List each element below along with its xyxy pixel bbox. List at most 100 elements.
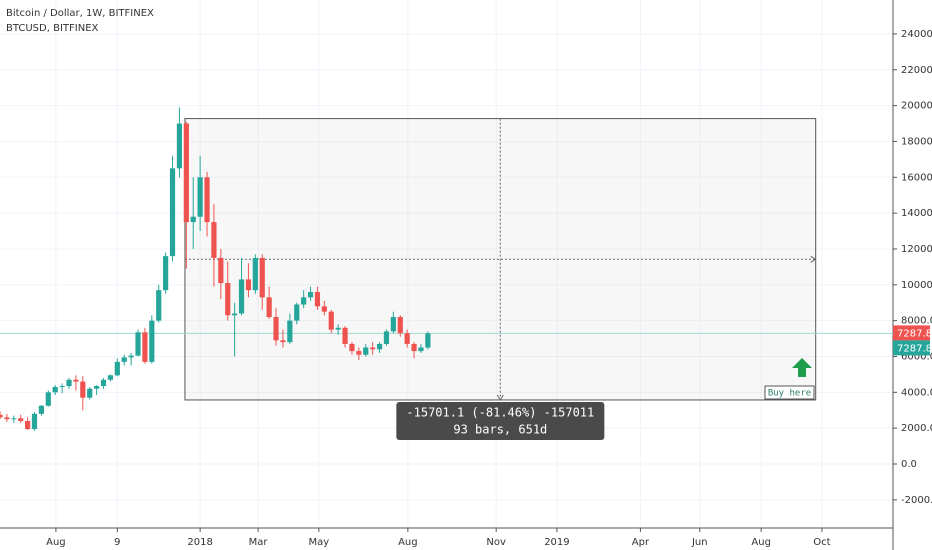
- candle-body: [301, 297, 307, 305]
- candle-body: [45, 392, 51, 406]
- candle-body: [80, 381, 86, 398]
- annotation-box: [764, 385, 815, 400]
- x-tick-label: May: [308, 537, 329, 548]
- measure-label: 93 bars, 651d: [453, 422, 547, 436]
- x-tick-label: Aug: [46, 537, 66, 548]
- x-tick-label: 9: [114, 537, 120, 548]
- price-label: 7287.8: [897, 343, 932, 354]
- y-tick-label: -2000.0: [901, 495, 932, 506]
- candle-body: [259, 257, 265, 298]
- x-tick-label: 2018: [187, 537, 212, 548]
- y-tick-label: 16000.0: [901, 172, 932, 183]
- candle-body: [321, 306, 327, 312]
- candle-body: [204, 177, 210, 223]
- candle-body: [363, 347, 369, 355]
- candle-body: [73, 379, 79, 382]
- measure-label: -15701.1 (-81.46%) -157011: [406, 405, 594, 419]
- candle-body: [390, 317, 396, 332]
- candle-body: [66, 379, 72, 387]
- y-tick-label: 6000.0: [901, 351, 932, 362]
- candle-body: [349, 343, 355, 352]
- candle-body: [176, 123, 183, 169]
- candle-body: [18, 418, 24, 421]
- candle-body: [411, 343, 417, 352]
- candle-body: [335, 327, 341, 330]
- candle-body: [404, 333, 410, 344]
- y-tick-label: 4000.0: [901, 387, 932, 398]
- annotation: Buy here: [768, 389, 811, 399]
- candle-body: [87, 388, 93, 398]
- candle-body: [287, 320, 293, 343]
- candle-body: [356, 351, 362, 355]
- buy-arrow: [792, 358, 812, 377]
- candle-body: [121, 357, 127, 362]
- x-tick-label: Jun: [691, 537, 708, 548]
- candle-body: [273, 317, 279, 341]
- y-tick-label: 14000.0: [901, 208, 932, 219]
- x-tick-label: Aug: [398, 537, 418, 548]
- x-tick-label: Aug: [751, 537, 771, 548]
- price-label-box: [893, 340, 930, 356]
- candle-body: [163, 256, 169, 291]
- candle-body: [225, 283, 231, 316]
- candle-body: [342, 327, 348, 344]
- y-tick-label: 22000.0: [901, 65, 932, 76]
- candle-body: [314, 291, 321, 307]
- price-label-box: [893, 325, 930, 341]
- x-tick-label: Apr: [632, 537, 650, 548]
- candle-body: [107, 375, 114, 380]
- candle-body: [52, 386, 58, 393]
- candle-body: [114, 361, 120, 376]
- x-tick-label: Mar: [249, 537, 269, 548]
- y-tick-label: 12000.0: [901, 244, 932, 255]
- candle-body: [4, 417, 10, 420]
- measure-label-box: [396, 401, 605, 440]
- candle-body: [218, 257, 224, 284]
- candle-body: [280, 340, 286, 343]
- candle-body: [59, 386, 65, 388]
- x-tick-label: Oct: [813, 537, 830, 548]
- y-tick-label: 20000.0: [901, 101, 932, 112]
- candle-body: [266, 297, 272, 318]
- candle-body: [252, 257, 258, 291]
- candle-body: [11, 418, 17, 420]
- candle-body: [397, 317, 403, 334]
- candle-body: [307, 291, 314, 298]
- candle-body: [232, 313, 238, 316]
- candle-body: [328, 311, 334, 330]
- x-tick-label: 2019: [544, 537, 569, 548]
- candle-body: [38, 405, 45, 414]
- x-tick-label: Nov: [486, 537, 506, 548]
- candle-body: [190, 216, 196, 223]
- candle-body: [25, 420, 31, 430]
- y-tick-label: 0.0: [901, 459, 917, 470]
- chart-title: Bitcoin / Dollar, 1W, BITFINEX: [6, 8, 154, 19]
- y-tick-label: 10000.0: [901, 280, 932, 291]
- price-label: 7287.8: [897, 328, 932, 339]
- candle-body: [418, 347, 424, 352]
- candle-body: [294, 304, 300, 321]
- candle-body: [128, 355, 134, 358]
- candle-body: [142, 332, 148, 362]
- y-tick-label: 2000.0: [901, 423, 932, 434]
- candle-body: [197, 177, 203, 217]
- y-tick-label: 8000.0: [901, 316, 932, 327]
- measure-arrow: [496, 394, 504, 401]
- y-tick-label: 24000.0: [901, 29, 932, 40]
- candle-body: [370, 347, 376, 350]
- candle-body: [169, 168, 176, 257]
- candle-body: [183, 123, 189, 223]
- candle-body: [149, 320, 155, 362]
- candle-body: [383, 331, 390, 344]
- candle-body: [376, 343, 383, 350]
- candle-body: [0, 414, 3, 418]
- candle-body: [94, 386, 100, 389]
- candle-body: [245, 279, 252, 291]
- candle-body: [135, 332, 141, 356]
- measure-arrow: [810, 255, 817, 263]
- chart-subtitle: BTCUSD, BITFINEX: [6, 23, 99, 34]
- candle-body: [425, 333, 431, 348]
- candle-body: [31, 413, 38, 430]
